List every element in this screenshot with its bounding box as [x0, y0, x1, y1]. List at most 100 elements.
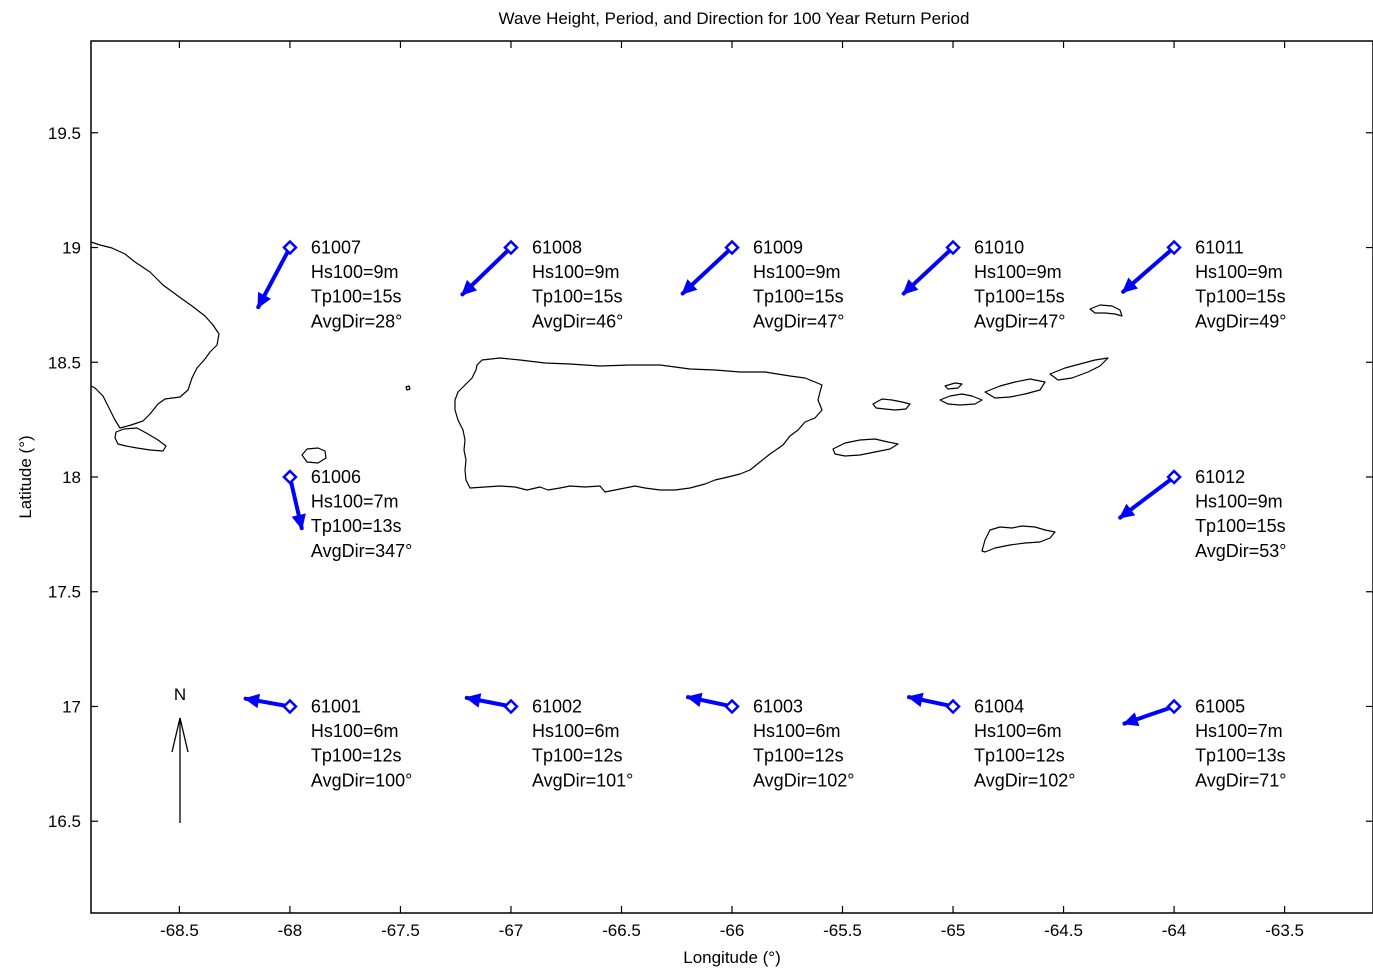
- station-id-label: 61004: [974, 696, 1024, 716]
- x-tick-label: -67: [499, 921, 524, 940]
- station-tp-label: Tp100=12s: [311, 746, 402, 766]
- x-tick-label: -67.5: [381, 921, 420, 940]
- station-marker: [503, 239, 519, 256]
- coast-anegada: [1089, 304, 1123, 317]
- station-hs-label: Hs100=7m: [311, 492, 399, 512]
- station-61002: 61002 Hs100=6m Tp100=12s AvgDir=101°: [464, 693, 633, 790]
- station-dir-label: AvgDir=46°: [532, 311, 623, 331]
- coast-vieques: [832, 438, 899, 457]
- station-dir-label: AvgDir=100°: [311, 770, 412, 790]
- x-tick-label: -64.5: [1044, 921, 1083, 940]
- station-hs-label: Hs100=6m: [974, 721, 1062, 741]
- station-hs-label: Hs100=6m: [532, 721, 620, 741]
- wave-arrow-head: [1118, 503, 1136, 519]
- station-tp-label: Tp100=15s: [1195, 516, 1286, 536]
- station-marker: [282, 698, 298, 715]
- station-dir-label: AvgDir=49°: [1195, 311, 1286, 331]
- station-hs-label: Hs100=9m: [753, 262, 841, 282]
- y-tick-label: 17.5: [48, 583, 81, 602]
- station-id-label: 61008: [532, 238, 582, 258]
- station-tp-label: Tp100=12s: [753, 746, 844, 766]
- station-marker: [282, 239, 298, 256]
- wave-arrow-head: [681, 279, 698, 295]
- y-tick-label: 16.5: [48, 812, 81, 831]
- station-id-label: 61002: [532, 696, 582, 716]
- station-dir-label: AvgDir=47°: [753, 311, 844, 331]
- station-tp-label: Tp100=15s: [311, 287, 402, 307]
- station-id-label: 61001: [311, 696, 361, 716]
- station-tp-label: Tp100=15s: [1195, 287, 1286, 307]
- station-tp-label: Tp100=13s: [1195, 746, 1286, 766]
- north-arrow-label: N: [174, 685, 186, 704]
- station-marker: [1166, 469, 1182, 485]
- x-tick-label: -68: [278, 921, 303, 940]
- x-tick-label: -68.5: [160, 921, 199, 940]
- y-tick-label: 18.5: [48, 353, 81, 372]
- y-axis-ticks: 16.5 17 17.5 18 18.5 19 19.5: [48, 124, 1373, 831]
- station-61003: 61003 Hs100=6m Tp100=12s AvgDir=102°: [685, 692, 854, 790]
- coast-st-thomas: [939, 393, 983, 406]
- north-arrow-head: [171, 717, 189, 753]
- station-id-label: 61010: [974, 238, 1024, 258]
- station-marker: [282, 469, 298, 485]
- wave-arrow-head: [686, 692, 703, 708]
- y-tick-label: 17: [62, 697, 81, 716]
- wave-arrow-head: [1122, 712, 1140, 727]
- station-tp-label: Tp100=15s: [974, 287, 1065, 307]
- station-tp-label: Tp100=15s: [532, 287, 623, 307]
- station-61004: 61004 Hs100=6m Tp100=12s AvgDir=102°: [907, 692, 1075, 790]
- coast-puerto-rico: [454, 357, 823, 493]
- station-dir-label: AvgDir=47°: [974, 311, 1065, 331]
- wave-arrow-head: [1121, 277, 1138, 293]
- y-tick-label: 18: [62, 468, 81, 487]
- coast-desecheo: [405, 385, 411, 391]
- x-tick-label: -66.5: [602, 921, 641, 940]
- station-dir-label: AvgDir=102°: [974, 770, 1075, 790]
- y-axis-title: Latitude (°): [16, 435, 35, 518]
- station-61008: 61008 Hs100=9m Tp100=15s AvgDir=46°: [460, 238, 623, 331]
- station-61007: 61007 Hs100=9m Tp100=15s AvgDir=28°: [256, 238, 402, 331]
- station-id-label: 61003: [753, 696, 803, 716]
- wave-arrow-head: [465, 693, 482, 708]
- coast-culebra: [872, 398, 911, 411]
- station-tp-label: Tp100=12s: [974, 746, 1065, 766]
- station-marker: [945, 239, 961, 256]
- coast-virgin-gorda: [1049, 357, 1109, 381]
- station-61012: 61012 Hs100=9m Tp100=15s AvgDir=53°: [1118, 467, 1286, 561]
- x-tick-label: -65.5: [823, 921, 862, 940]
- station-id-label: 61012: [1195, 467, 1245, 487]
- station-dir-label: AvgDir=347°: [311, 541, 412, 561]
- coast-saona: [114, 427, 167, 452]
- station-hs-label: Hs100=9m: [1195, 262, 1283, 282]
- x-axis-ticks: -68.5 -68 -67.5 -67 -66.5 -66 -65.5 -65 -64.5 -64…: [160, 41, 1304, 940]
- station-61005: 61005 Hs100=7m Tp100=13s AvgDir=71°: [1122, 696, 1286, 790]
- coastlines: [90, 241, 1123, 553]
- chart-title: Wave Height, Period, and Direction for 1…: [499, 9, 970, 28]
- station-id-label: 61007: [311, 238, 361, 258]
- x-tick-label: -66: [720, 921, 745, 940]
- x-tick-label: -65: [941, 921, 966, 940]
- station-tp-label: Tp100=13s: [311, 516, 402, 536]
- station-61006: 61006 Hs100=7m Tp100=13s AvgDir=347°: [282, 467, 412, 561]
- x-axis-title: Longitude (°): [683, 948, 781, 967]
- station-markers: 61007 Hs100=9m Tp100=15s AvgDir=28° 61008 Hs1…: [243, 238, 1286, 790]
- station-dir-label: AvgDir=101°: [532, 770, 633, 790]
- x-tick-label: -64: [1162, 921, 1187, 940]
- wave-arrow-head: [902, 279, 919, 295]
- y-tick-label: 19: [62, 239, 81, 258]
- station-61009: 61009 Hs100=9m Tp100=15s AvgDir=47°: [680, 238, 844, 331]
- station-id-label: 61006: [311, 467, 361, 487]
- wave-arrow-head: [461, 279, 478, 296]
- station-tp-label: Tp100=12s: [532, 746, 623, 766]
- coast-tortola: [984, 378, 1046, 399]
- wave-arrow-head: [243, 693, 261, 709]
- station-dir-label: AvgDir=102°: [753, 770, 854, 790]
- station-hs-label: Hs100=9m: [1195, 492, 1283, 512]
- station-id-label: 61011: [1195, 238, 1244, 258]
- station-hs-label: Hs100=9m: [532, 262, 620, 282]
- station-hs-label: Hs100=9m: [974, 262, 1062, 282]
- coast-hispaniola: [90, 241, 220, 429]
- station-61010: 61010 Hs100=9m Tp100=15s AvgDir=47°: [901, 238, 1065, 331]
- station-marker: [1166, 698, 1182, 715]
